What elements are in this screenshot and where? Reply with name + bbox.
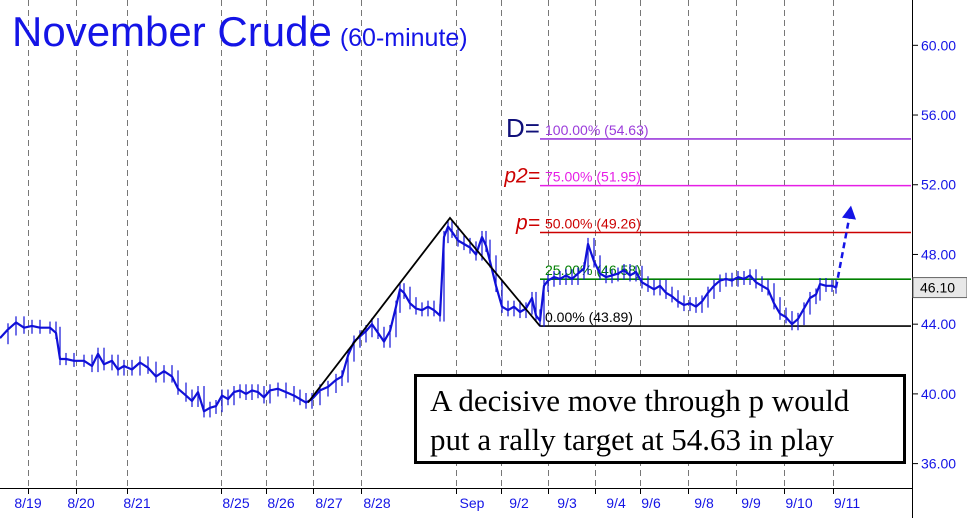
fib-level-tag: p= (515, 211, 540, 234)
x-tick-label: 9/10 (785, 495, 812, 511)
fib-level-label: 25.00% (46.58) (545, 262, 641, 278)
last-price-tag (912, 277, 967, 299)
annotation-box: A decisive move through p would put a ra… (414, 374, 906, 464)
x-tick-label: 8/26 (267, 495, 294, 511)
y-tick-label: 60.00 (921, 37, 956, 53)
fib-level-label: 100.00% (54.63) (545, 122, 649, 138)
fib-level-tag: D= (506, 113, 540, 143)
x-tick-label: 9/9 (741, 495, 761, 511)
y-tick-label: 36.00 (921, 456, 956, 472)
chart-title-sub: (60-minute) (339, 24, 468, 52)
annotation-line-2: put a rally target at 54.63 in play (430, 422, 835, 457)
fib-level-label: 50.00% (49.26) (545, 215, 641, 231)
projection-arrow-head (842, 205, 856, 220)
x-tick-label: 8/19 (14, 495, 41, 511)
x-tick-label: 8/28 (363, 495, 390, 511)
x-tick-label: 8/27 (315, 495, 342, 511)
chart-title-main: November Crude (12, 8, 332, 55)
annotation-line-1: A decisive move through p would (430, 383, 850, 418)
y-tick-label: 40.00 (921, 386, 956, 402)
x-tick-label: 9/8 (694, 495, 714, 511)
y-tick-label: 52.00 (921, 177, 956, 193)
y-tick-label: 48.00 (921, 246, 956, 262)
x-tick-label: 8/20 (67, 495, 94, 511)
fib-level-label: 75.00% (51.95) (545, 169, 641, 185)
x-tick-label: 9/3 (557, 495, 577, 511)
chart-title: November Crude (60-minute) (12, 8, 468, 56)
y-tick-label: 56.00 (921, 107, 956, 123)
fib-level-tag: p2= (503, 165, 540, 188)
x-tick-label: 9/4 (606, 495, 626, 511)
x-tick-label: 9/6 (641, 495, 661, 511)
x-tick-label: 8/21 (123, 495, 150, 511)
pattern-line (307, 216, 541, 404)
x-tick-label: Sep (460, 495, 485, 511)
x-tick-label: 9/2 (509, 495, 529, 511)
projection-arrow-line (834, 213, 852, 288)
x-tick-label: 9/11 (834, 495, 860, 511)
last-price-label: 46.10 (920, 280, 955, 296)
fib-level-label: 0.00% (43.89) (545, 309, 633, 325)
y-tick-label: 44.00 (921, 316, 956, 332)
x-tick-label: 8/25 (222, 495, 249, 511)
